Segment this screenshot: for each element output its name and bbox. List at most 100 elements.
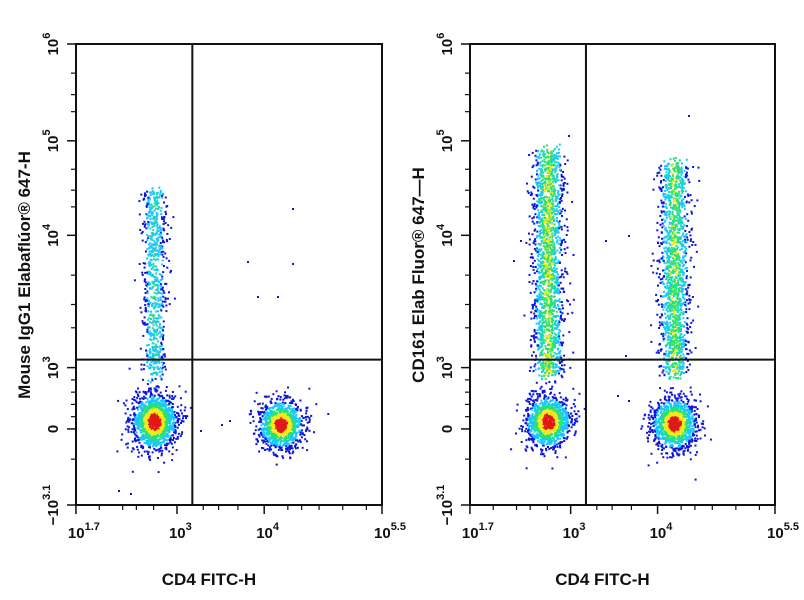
event-dot (186, 415, 189, 418)
event-dot (554, 320, 557, 323)
event-dot (543, 236, 546, 239)
plot-frame (75, 43, 383, 506)
event-dot (541, 149, 544, 152)
event-dot (563, 320, 566, 322)
event-dot (536, 173, 538, 176)
event-dot (151, 438, 154, 441)
event-dot (540, 174, 543, 177)
event-dot (551, 309, 554, 311)
event-dot (564, 163, 567, 165)
event-dot (270, 397, 273, 400)
event-dot (138, 200, 141, 203)
event-dot (279, 447, 282, 449)
event-dot (551, 159, 554, 162)
event-dot (547, 285, 550, 287)
event-dot (551, 195, 554, 198)
event-dot (163, 434, 166, 437)
event-dot (567, 300, 570, 303)
event-dot (546, 221, 549, 224)
event-dot (145, 416, 148, 419)
event-dot (539, 346, 542, 349)
event-dot (554, 213, 556, 216)
event-dot (137, 418, 139, 421)
event-dot (540, 285, 542, 288)
event-dot (170, 226, 173, 229)
event-dot (561, 254, 563, 256)
event-dot (287, 404, 290, 407)
event-dot (549, 290, 552, 293)
event-dot (531, 303, 534, 306)
event-dot (538, 293, 541, 296)
event-dot (137, 387, 139, 390)
event-dot (305, 410, 308, 412)
event-dot (143, 450, 146, 453)
event-dot (165, 257, 168, 260)
event-dot (133, 279, 136, 282)
event-dot (535, 322, 538, 325)
event-dot (280, 449, 283, 451)
event-dot (273, 438, 276, 441)
event-dot (270, 441, 272, 444)
event-dot (141, 320, 144, 323)
event-dot (265, 417, 268, 420)
event-dot (281, 436, 283, 439)
event-dot (165, 401, 167, 404)
event-dot (548, 276, 551, 279)
event-dot (156, 317, 159, 320)
event-dot (546, 175, 549, 178)
event-dot (538, 248, 541, 251)
event-dot (550, 241, 553, 243)
event-dot (555, 236, 558, 239)
event-dot (269, 417, 272, 420)
event-dot (285, 432, 288, 435)
event-dot (160, 446, 163, 449)
event-dot (538, 213, 540, 216)
event-dot (142, 368, 145, 371)
event-dot (146, 323, 149, 326)
event-dot (299, 418, 302, 421)
event-dot (167, 411, 169, 414)
event-dot (538, 264, 541, 267)
event-dot (542, 361, 545, 364)
event-dot (134, 429, 137, 432)
event-dot (546, 359, 549, 362)
event-dot (221, 424, 223, 426)
event-dot (544, 274, 547, 276)
event-dot (558, 298, 561, 301)
event-dot (153, 408, 156, 411)
event-dot (164, 399, 167, 402)
event-dot (161, 196, 164, 199)
event-dot (561, 195, 564, 197)
event-dot (171, 406, 173, 409)
event-dot (534, 240, 537, 243)
event-dot (547, 361, 550, 364)
event-dot (279, 443, 281, 446)
event-dot (557, 155, 560, 158)
event-dot (544, 326, 546, 329)
event-dot (264, 438, 267, 440)
event-dot (154, 431, 157, 434)
event-dot (144, 434, 147, 437)
event-dot (159, 209, 162, 212)
event-dot (569, 366, 572, 369)
event-dot (125, 421, 128, 424)
event-dot (553, 163, 555, 166)
event-dot (170, 269, 172, 272)
event-dot (159, 357, 162, 360)
event-dot (149, 338, 152, 341)
event-dot (150, 264, 153, 267)
event-dot (543, 352, 546, 355)
event-dot (543, 339, 546, 342)
event-dot (534, 363, 537, 366)
event-dot (551, 270, 554, 273)
event-dot (540, 261, 543, 263)
event-dot (147, 272, 150, 275)
event-dot (175, 449, 178, 452)
event-dot (272, 444, 275, 447)
event-dot (140, 437, 143, 440)
event-dot (291, 419, 294, 422)
event-dot (158, 315, 161, 318)
event-dot (296, 426, 299, 429)
event-dot (547, 239, 550, 242)
event-dot (169, 441, 172, 444)
